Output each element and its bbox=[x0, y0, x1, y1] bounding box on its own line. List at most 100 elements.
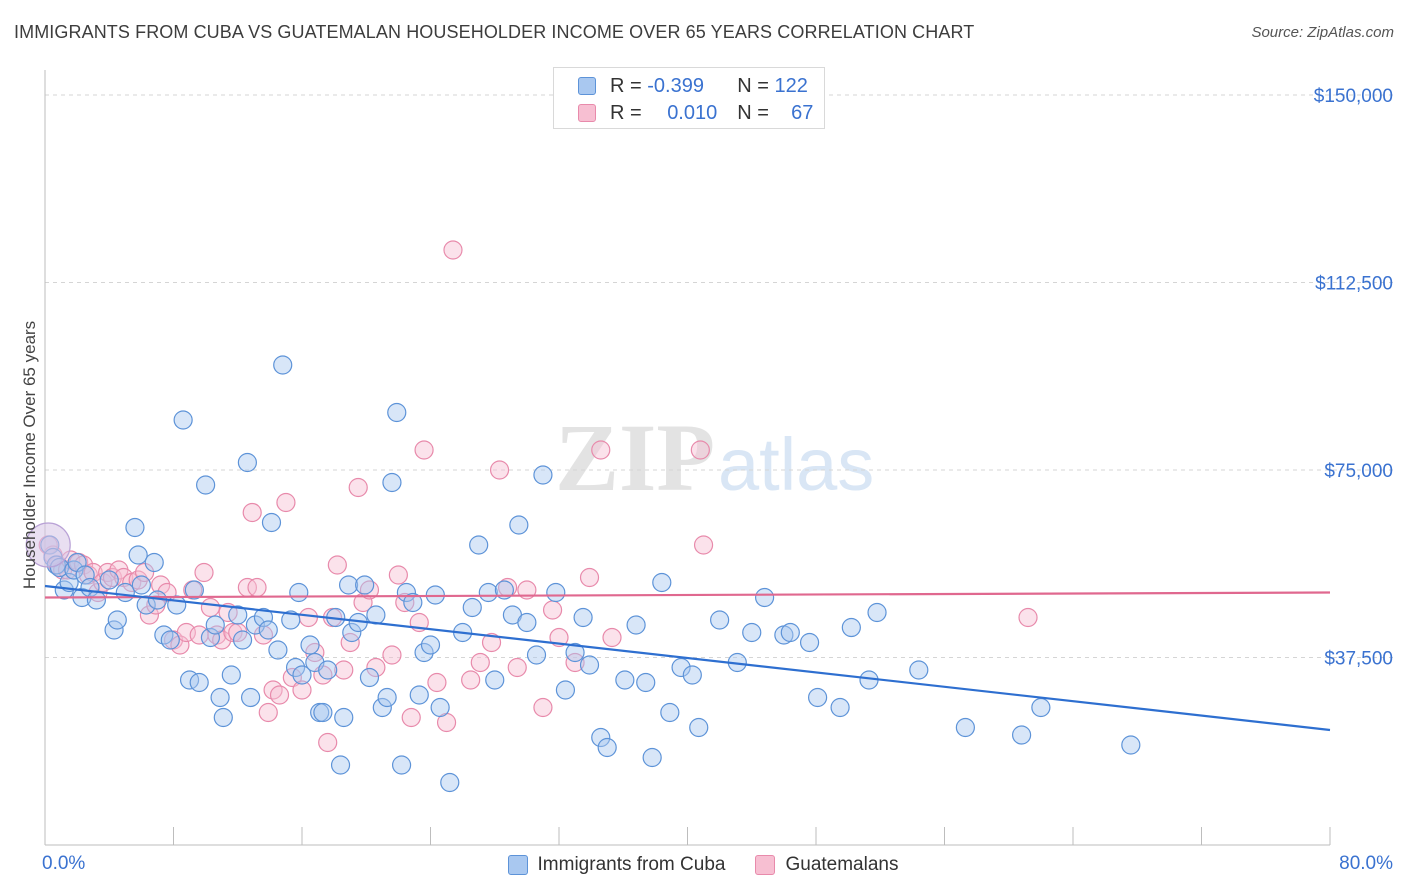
guatemalans-point bbox=[247, 577, 267, 598]
cuba-point bbox=[780, 622, 800, 643]
guatemalans-point bbox=[269, 685, 290, 705]
guatemalans-point bbox=[318, 732, 338, 753]
cuba-point bbox=[414, 642, 434, 663]
cuba-point bbox=[867, 602, 887, 623]
cuba-point bbox=[517, 612, 537, 633]
cuba-swatch bbox=[578, 77, 596, 95]
cuba-point bbox=[555, 680, 576, 700]
cuba-point bbox=[626, 615, 646, 635]
cuba-point bbox=[237, 452, 257, 473]
cuba-point bbox=[355, 575, 375, 595]
cuba-point bbox=[742, 622, 762, 643]
guatemalans-point bbox=[470, 652, 490, 673]
cuba-point bbox=[75, 565, 95, 585]
cuba-point bbox=[799, 632, 820, 653]
guatemalans-point bbox=[298, 607, 319, 628]
cuba-point bbox=[754, 587, 775, 608]
guatemalans-point bbox=[427, 672, 447, 693]
n-label: N = bbox=[737, 74, 769, 97]
guatemalans-point bbox=[401, 707, 421, 728]
cuba-point bbox=[273, 355, 293, 375]
legend-label-guatemalans: Guatemalans bbox=[785, 854, 899, 875]
watermark-zip: ZIP bbox=[555, 404, 715, 511]
cuba-point bbox=[671, 657, 691, 678]
cuba-point bbox=[660, 702, 680, 723]
guatemalans-point bbox=[263, 680, 283, 700]
guatemalans-point bbox=[443, 240, 463, 260]
cuba-point bbox=[591, 727, 611, 748]
cuba-point bbox=[372, 697, 392, 718]
guatemalans-point bbox=[340, 632, 360, 653]
cuba-point bbox=[59, 572, 79, 593]
guatemalans-legend-swatch bbox=[755, 855, 776, 875]
cuba-point bbox=[636, 672, 656, 693]
r-label: R = bbox=[610, 74, 642, 97]
guatemalans-point bbox=[223, 622, 243, 643]
cuba-point bbox=[682, 665, 702, 685]
cuba-point bbox=[440, 772, 460, 793]
guatemalans-point bbox=[242, 502, 262, 523]
guatemalans-point bbox=[83, 562, 103, 583]
cuba-point bbox=[184, 580, 204, 600]
cuba-point bbox=[359, 667, 380, 688]
guatemalans-point bbox=[414, 440, 434, 460]
guatemalans-swatch bbox=[578, 104, 596, 122]
cuba-point bbox=[210, 687, 230, 708]
guatemalans-point bbox=[693, 535, 714, 555]
cuba-point bbox=[144, 552, 164, 573]
y-axis-label: Householder Income Over 65 years bbox=[20, 321, 39, 589]
legend-item-guatemalans[interactable]: Guatemalans bbox=[755, 854, 898, 876]
cuba-point bbox=[136, 595, 156, 615]
r-value: 0.010 bbox=[667, 101, 718, 124]
cuba-point bbox=[509, 515, 529, 535]
guatemalans-point bbox=[489, 460, 510, 480]
guatemalans-point bbox=[102, 567, 123, 588]
guatemalans-point bbox=[395, 592, 415, 613]
cuba-point bbox=[689, 717, 709, 738]
cuba-point bbox=[334, 707, 354, 728]
cuba-point bbox=[173, 410, 193, 430]
cuba-point bbox=[213, 707, 233, 728]
cuba-point bbox=[115, 582, 135, 603]
cuba-point bbox=[196, 475, 216, 495]
guatemalans-point bbox=[542, 600, 563, 620]
cuba-trend-line bbox=[44, 584, 1331, 732]
y-tick-label: $112,500 bbox=[1315, 274, 1393, 295]
cuba-point bbox=[377, 687, 397, 708]
cuba-point bbox=[391, 755, 412, 775]
cuba-point bbox=[565, 642, 585, 663]
cuba-point bbox=[292, 665, 312, 685]
guatemalans-point bbox=[151, 575, 171, 595]
cuba-point bbox=[189, 672, 209, 693]
cuba-point bbox=[382, 472, 402, 493]
guatemalans-point bbox=[348, 477, 368, 498]
guatemalans-point bbox=[579, 567, 600, 588]
overlap-cluster-point bbox=[25, 522, 71, 568]
cuba-point bbox=[841, 617, 861, 638]
legend-item-cuba[interactable]: Immigrants from Cuba bbox=[507, 854, 725, 876]
cuba-point bbox=[107, 610, 127, 630]
cuba-point bbox=[205, 615, 225, 635]
guatemalans-point bbox=[382, 645, 402, 665]
cuba-point bbox=[597, 737, 617, 758]
cuba-point bbox=[228, 605, 248, 625]
cuba-point bbox=[808, 687, 828, 708]
cuba-point bbox=[546, 582, 566, 603]
guatemalans-point bbox=[258, 702, 278, 723]
guatemalans-trend-line bbox=[44, 591, 1331, 599]
guatemalans-point bbox=[507, 657, 527, 678]
cuba-point bbox=[285, 657, 306, 678]
cuba-point bbox=[268, 640, 288, 660]
cuba-point bbox=[160, 630, 180, 650]
y-tick-label: $75,000 bbox=[1324, 461, 1393, 482]
cuba-point bbox=[830, 697, 850, 718]
cuba-point bbox=[200, 627, 221, 648]
cuba-point bbox=[258, 620, 278, 640]
r-label: R = bbox=[610, 101, 642, 124]
cuba-point bbox=[342, 622, 362, 643]
cuba-legend-swatch bbox=[507, 855, 528, 875]
cuba-point bbox=[403, 592, 423, 613]
n-label: N = bbox=[737, 101, 769, 124]
guatemalans-point bbox=[461, 670, 481, 690]
cuba-point bbox=[261, 512, 282, 533]
